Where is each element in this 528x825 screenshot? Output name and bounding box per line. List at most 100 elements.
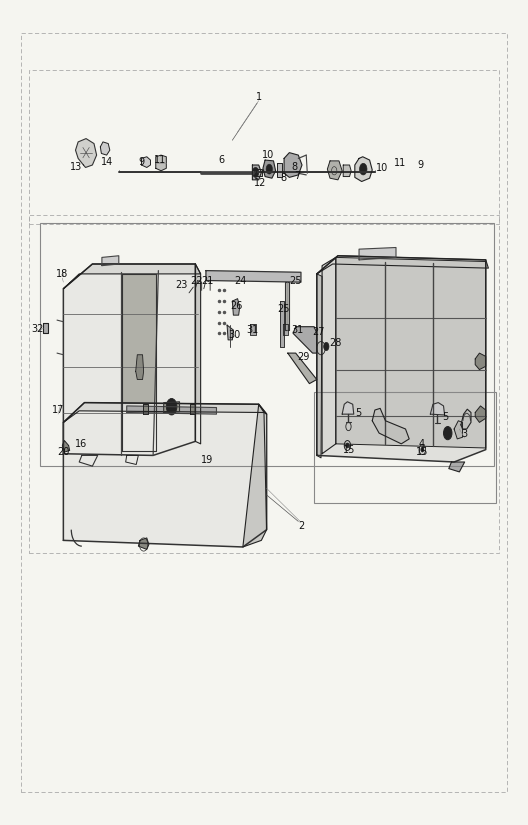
Polygon shape <box>430 403 445 415</box>
Polygon shape <box>62 441 70 452</box>
Text: 32: 32 <box>31 324 44 334</box>
Circle shape <box>166 398 177 415</box>
Polygon shape <box>327 161 342 180</box>
Text: 22: 22 <box>190 276 203 285</box>
Text: 1: 1 <box>256 92 262 102</box>
Text: 5: 5 <box>355 408 362 418</box>
Bar <box>29 70 499 224</box>
Polygon shape <box>288 353 317 384</box>
Polygon shape <box>126 455 138 464</box>
Polygon shape <box>252 165 261 180</box>
Text: 5: 5 <box>442 412 448 422</box>
Polygon shape <box>277 163 282 177</box>
Polygon shape <box>454 421 463 439</box>
Polygon shape <box>79 455 98 466</box>
Polygon shape <box>102 256 119 266</box>
Polygon shape <box>195 264 201 444</box>
Text: 23: 23 <box>175 280 188 290</box>
Polygon shape <box>343 165 351 177</box>
Polygon shape <box>317 256 486 462</box>
Text: 12: 12 <box>254 178 267 188</box>
Polygon shape <box>63 264 201 289</box>
Polygon shape <box>136 355 144 380</box>
Polygon shape <box>138 538 149 549</box>
Text: 6: 6 <box>219 155 225 165</box>
Text: 18: 18 <box>56 269 69 279</box>
Text: 28: 28 <box>329 338 342 348</box>
Polygon shape <box>372 408 409 444</box>
Text: 30: 30 <box>228 330 241 340</box>
Polygon shape <box>164 402 180 412</box>
Polygon shape <box>285 282 289 330</box>
Polygon shape <box>243 404 267 547</box>
Polygon shape <box>63 403 267 547</box>
Text: 25: 25 <box>277 304 289 314</box>
Text: 10: 10 <box>261 150 274 160</box>
Text: 21: 21 <box>201 276 214 286</box>
Polygon shape <box>76 139 97 167</box>
Polygon shape <box>461 409 471 429</box>
Text: 3: 3 <box>461 429 468 439</box>
Polygon shape <box>355 157 372 182</box>
Circle shape <box>444 427 452 440</box>
Polygon shape <box>142 157 150 167</box>
Text: 19: 19 <box>201 455 214 464</box>
Circle shape <box>324 342 329 351</box>
Polygon shape <box>256 169 262 176</box>
Text: 8: 8 <box>291 162 298 172</box>
Text: 27: 27 <box>313 327 325 337</box>
Polygon shape <box>63 403 267 422</box>
Circle shape <box>446 430 450 436</box>
Text: 13: 13 <box>70 163 83 172</box>
Polygon shape <box>263 160 276 178</box>
Text: 31: 31 <box>247 325 259 335</box>
Text: 24: 24 <box>234 276 247 285</box>
Circle shape <box>266 164 272 174</box>
Text: 16: 16 <box>74 439 87 449</box>
Polygon shape <box>317 274 322 458</box>
Text: 2: 2 <box>298 521 304 531</box>
Circle shape <box>346 443 349 448</box>
Text: 10: 10 <box>375 163 388 173</box>
Polygon shape <box>317 256 488 274</box>
Polygon shape <box>227 325 233 340</box>
Circle shape <box>252 167 259 177</box>
Polygon shape <box>250 324 256 335</box>
Polygon shape <box>280 301 284 346</box>
Polygon shape <box>143 404 148 414</box>
Bar <box>29 214 499 553</box>
Polygon shape <box>359 248 396 260</box>
Polygon shape <box>232 299 240 315</box>
Bar <box>314 392 496 503</box>
Polygon shape <box>127 406 216 414</box>
Text: 15: 15 <box>343 445 355 455</box>
Polygon shape <box>63 264 195 455</box>
Text: 31: 31 <box>291 325 304 335</box>
Polygon shape <box>43 323 48 333</box>
Circle shape <box>421 447 424 452</box>
Polygon shape <box>336 257 486 448</box>
Text: 4: 4 <box>418 439 425 449</box>
Text: 7: 7 <box>294 171 300 181</box>
Polygon shape <box>190 404 195 414</box>
Text: 11: 11 <box>154 155 166 165</box>
Polygon shape <box>206 271 301 282</box>
Text: 26: 26 <box>230 301 243 311</box>
Polygon shape <box>475 353 486 370</box>
Polygon shape <box>322 257 336 454</box>
Text: 25: 25 <box>289 276 302 285</box>
Polygon shape <box>156 155 166 171</box>
Bar <box>40 223 494 466</box>
Text: 9: 9 <box>418 160 424 170</box>
Text: 14: 14 <box>101 157 114 167</box>
Polygon shape <box>122 274 156 451</box>
Polygon shape <box>284 153 302 177</box>
Polygon shape <box>449 462 465 472</box>
Polygon shape <box>475 406 486 422</box>
Polygon shape <box>342 402 354 414</box>
Text: 29: 29 <box>297 352 309 362</box>
Text: 20: 20 <box>57 447 70 457</box>
Text: 11: 11 <box>393 158 406 168</box>
Circle shape <box>360 163 367 175</box>
Polygon shape <box>293 327 317 353</box>
